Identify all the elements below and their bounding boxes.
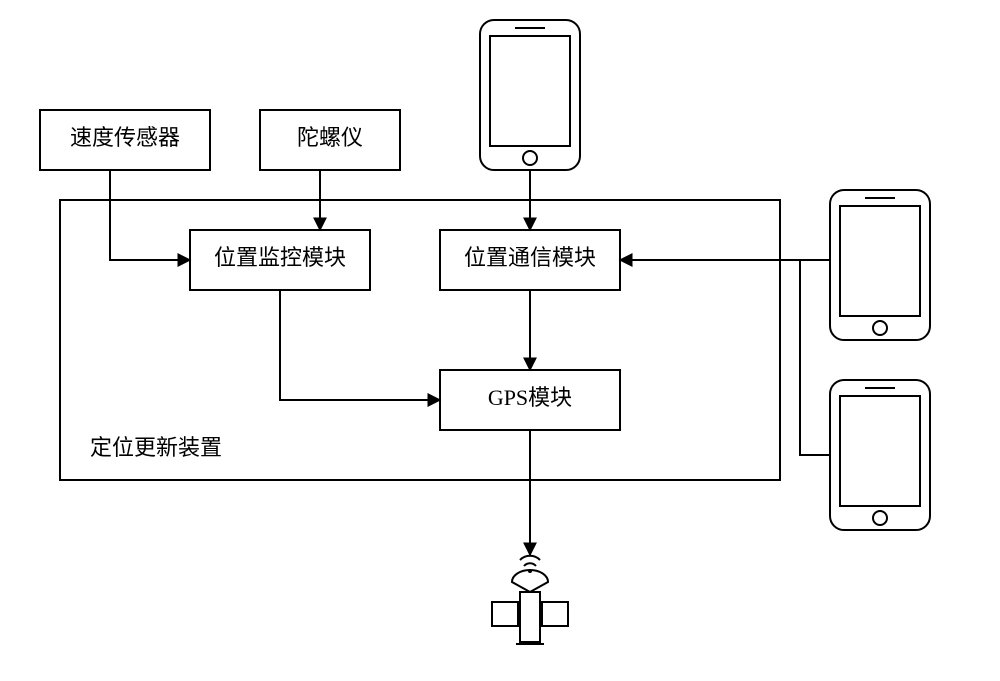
device-container-label: 定位更新装置 — [90, 435, 222, 460]
phone-right-2-icon — [830, 380, 930, 530]
pos-comm-label: 位置通信模块 — [464, 245, 596, 270]
gyroscope-label: 陀螺仪 — [297, 125, 363, 150]
satellite-icon — [492, 556, 568, 644]
speed-sensor-label: 速度传感器 — [70, 125, 180, 150]
phone-top-icon — [480, 20, 580, 170]
phone-right-1-icon — [830, 190, 930, 340]
system-diagram: 定位更新装置 速度传感器 陀螺仪 位置监控模块 位置通信模块 GPS模块 — [0, 0, 1000, 681]
gps-label: GPS模块 — [488, 385, 572, 410]
pos-monitor-label: 位置监控模块 — [214, 245, 346, 270]
edge-phone-r2-to-comm — [800, 260, 830, 455]
